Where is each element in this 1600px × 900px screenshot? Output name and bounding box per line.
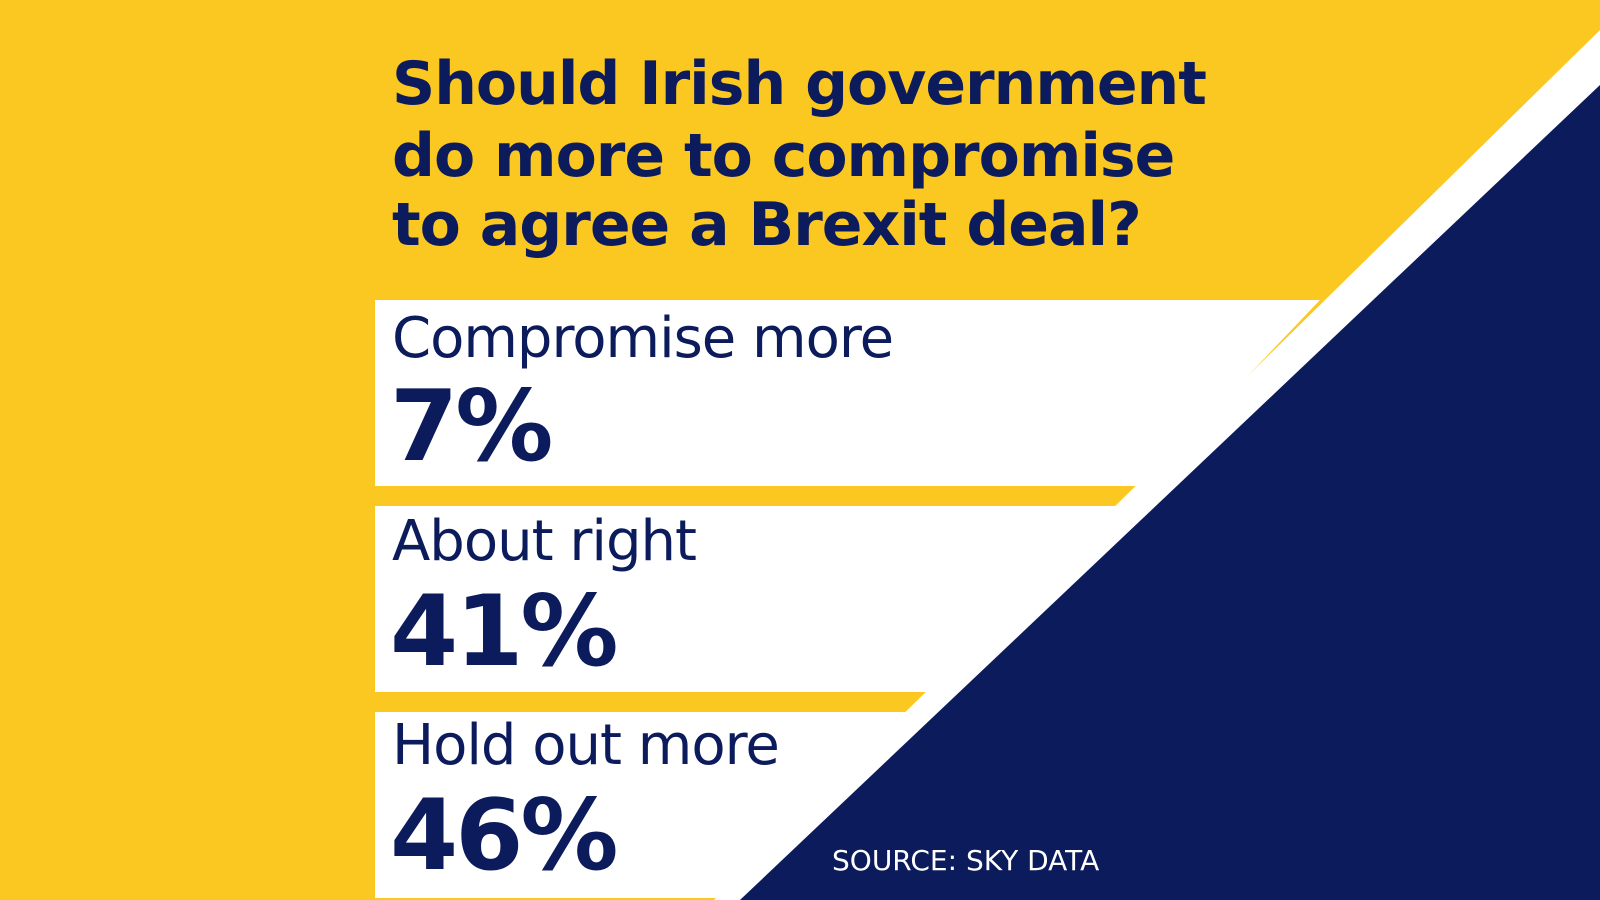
value-label-hold-out-more: 46% xyxy=(390,779,619,893)
answer-bars xyxy=(375,300,1320,898)
answer-panel-about-right xyxy=(375,506,1124,692)
value-label-compromise-more: 7% xyxy=(390,370,553,484)
answer-panel-hold-out-more xyxy=(375,712,928,898)
chart-title-line-1: Should Irish government xyxy=(392,49,1207,119)
answer-panel-compromise-more xyxy=(375,300,1320,486)
chart-title-line-2: do more to compromise xyxy=(392,121,1175,191)
value-label-about-right: 41% xyxy=(390,575,619,689)
source-note: SOURCE: SKY DATA xyxy=(832,844,1100,877)
chart-title-line-3: to agree a Brexit deal? xyxy=(392,190,1142,260)
navy-triangle xyxy=(740,85,1600,900)
category-label-about-right: About right xyxy=(392,509,697,574)
category-label-hold-out-more: Hold out more xyxy=(392,713,780,778)
category-label-compromise-more: Compromise more xyxy=(392,306,894,371)
